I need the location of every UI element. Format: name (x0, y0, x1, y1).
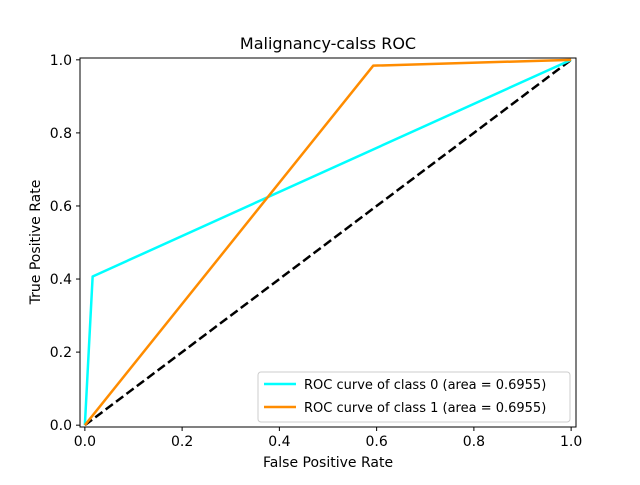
plot-lines (83, 58, 572, 427)
y-tick-label: 0.4 (50, 272, 72, 288)
y-tick-label: 1.0 (50, 53, 72, 69)
roc-curve-class-1 (83, 58, 572, 426)
x-axis-label: False Positive Rate (263, 455, 393, 471)
chance-diagonal-line (84, 58, 572, 427)
roc-curve-class-0 (83, 58, 572, 426)
x-tick-label: 0.6 (365, 434, 387, 450)
x-axis-ticks: 0.0 0.2 0.4 0.6 0.8 1.0 (74, 427, 582, 450)
chart-title: Malignancy-calss ROC (240, 34, 416, 53)
x-tick-label: 0.2 (171, 434, 193, 450)
x-tick-label: 0.8 (463, 434, 485, 450)
y-axis-label: True Positive Rate (28, 180, 44, 306)
y-tick-label: 0.0 (50, 418, 72, 434)
y-tick-label: 0.8 (50, 126, 72, 142)
x-tick-label: 0.4 (268, 434, 290, 450)
x-tick-label: 0.0 (74, 434, 96, 450)
y-axis-ticks: 0.0 0.2 0.4 0.6 0.8 1.0 (50, 53, 80, 434)
y-tick-label: 0.6 (50, 199, 72, 215)
plot-frame (79, 57, 577, 428)
legend-entry-class-0: ROC curve of class 0 (area = 0.6955) (304, 378, 546, 393)
legend-box (257, 371, 571, 423)
x-tick-label: 1.0 (560, 434, 582, 450)
legend-entry-class-1: ROC curve of class 1 (area = 0.6955) (304, 401, 546, 416)
y-tick-label: 0.2 (50, 345, 72, 361)
legend: ROC curve of class 0 (area = 0.6955) ROC… (257, 371, 571, 423)
